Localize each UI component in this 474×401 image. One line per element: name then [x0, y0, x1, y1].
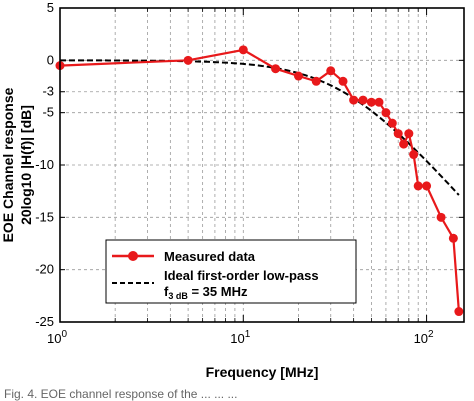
- y-tick-label: -10: [35, 157, 54, 172]
- measured-data-point: [183, 55, 193, 65]
- y-tick-label: -15: [35, 209, 54, 224]
- measured-data-point: [358, 95, 368, 105]
- measured-data-point: [454, 307, 464, 317]
- y-tick-label: 0: [47, 52, 54, 67]
- legend-ideal-label-line1: Ideal first-order low-pass: [164, 268, 319, 283]
- measured-data-point: [409, 150, 419, 160]
- measured-data-point: [326, 66, 336, 76]
- legend: Measured data Ideal first-order low-pass…: [105, 239, 357, 304]
- caption-fragment: Fig. 4. EOE channel response of the ... …: [4, 387, 237, 401]
- ideal-lowpass-line: [60, 59, 460, 196]
- y-tick-label: -3: [42, 84, 54, 99]
- measured-data-point: [422, 181, 432, 191]
- x-tick-label: 100: [47, 329, 67, 346]
- y-axis-label-line1: EOE Channel response: [0, 87, 16, 242]
- y-axis-label-line2: 20log10 |H(f)| [dB]: [18, 105, 34, 225]
- x-tick-label: 102: [414, 329, 434, 346]
- measured-data-point: [338, 76, 348, 86]
- measured-data-point: [381, 108, 391, 118]
- y-tick-label: -25: [35, 314, 54, 329]
- measured-data-point: [238, 45, 248, 55]
- measured-data-point: [349, 95, 359, 105]
- measured-data-point: [399, 139, 409, 149]
- y-tick-label: -20: [35, 262, 54, 277]
- y-tick-label: 5: [47, 0, 54, 15]
- series-layer: [55, 45, 464, 317]
- measured-data-point: [387, 118, 397, 128]
- measured-data-point: [393, 129, 403, 139]
- measured-data-point: [293, 71, 303, 81]
- measured-data-point: [271, 64, 281, 74]
- legend-ideal-label-line2: f3 dB = 35 MHz: [164, 284, 248, 301]
- measured-data-point: [404, 129, 414, 139]
- measured-data-point: [448, 233, 458, 243]
- legend-measured-marker: [128, 251, 138, 261]
- legend-box: [105, 239, 357, 304]
- measured-data-point: [366, 97, 376, 107]
- legend-measured-label: Measured data: [164, 249, 256, 264]
- x-axis-label: Frequency [MHz]: [206, 364, 319, 380]
- x-tick-label: 101: [230, 329, 250, 346]
- measured-data-point: [374, 97, 384, 107]
- measured-data-point: [311, 76, 321, 86]
- y-tick-label: -5: [42, 105, 54, 120]
- measured-data-point: [413, 181, 423, 191]
- measured-data-point: [436, 212, 446, 222]
